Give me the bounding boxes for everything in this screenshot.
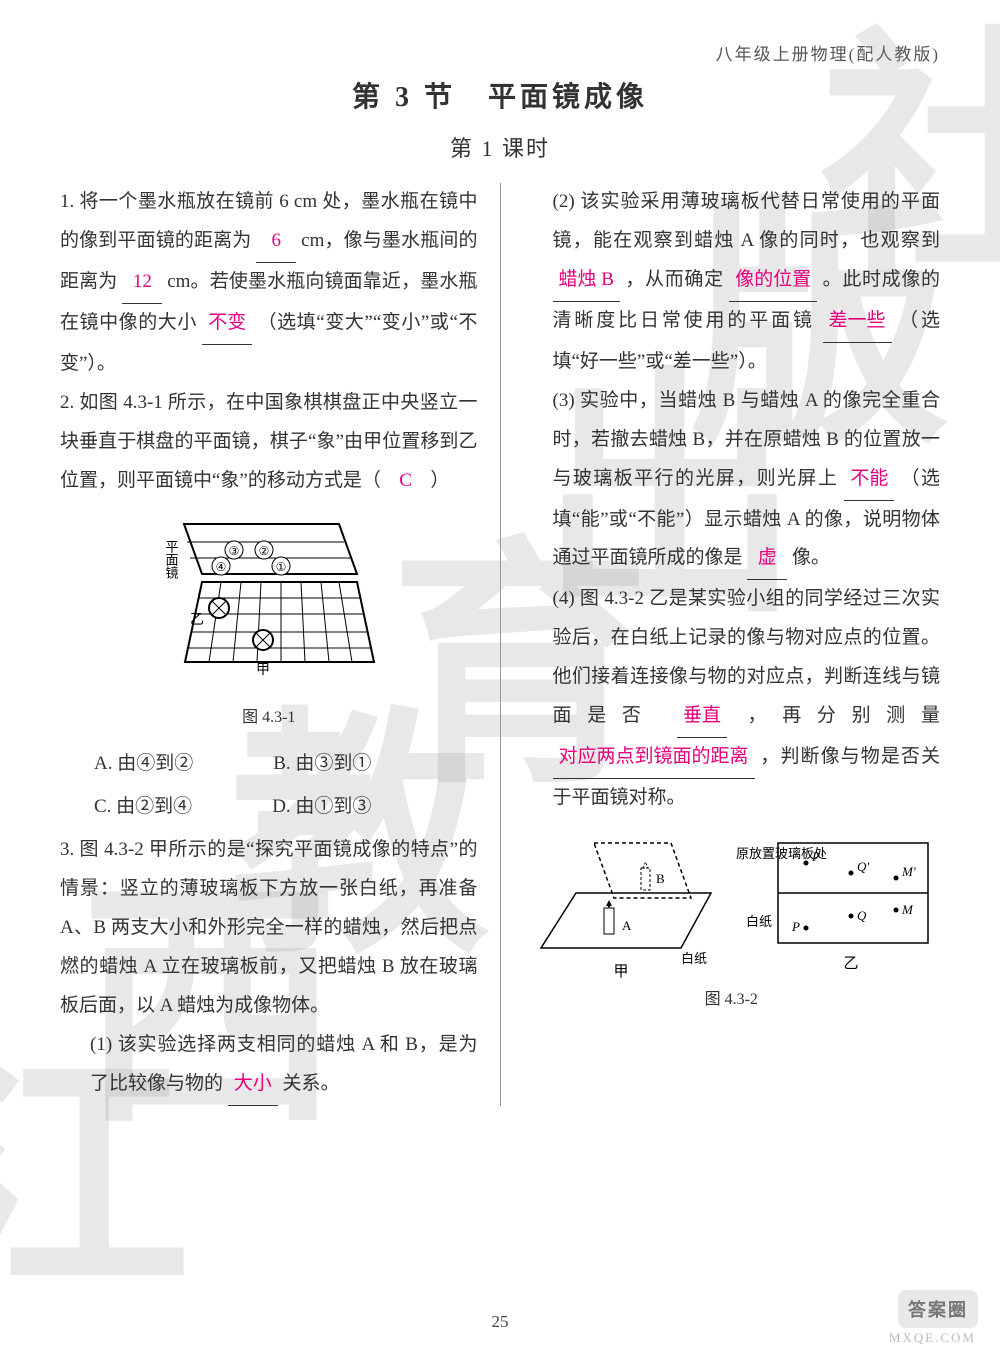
footer-url: MXQE.COM bbox=[889, 1330, 976, 1346]
q2-option-d: D. 由①到③ bbox=[272, 788, 371, 827]
svg-text:④: ④ bbox=[215, 560, 226, 574]
q3-2-text: (2) 该实验采用薄玻璃板代替日常使用的平面镜，能在观察到蜡烛 A 像的同时，也… bbox=[553, 191, 941, 251]
question-3-sub-3: (3) 实验中，当蜡烛 B 与蜡烛 A 的像完全重合时，若撤去蜡烛 B，并在原蜡… bbox=[523, 382, 941, 581]
svg-text:甲: 甲 bbox=[256, 663, 270, 678]
figure-4-3-1: 平面镜 ③ ② ④ ① bbox=[60, 512, 478, 697]
q3-3-answer-1: 不能 bbox=[844, 460, 894, 501]
svg-text:③: ③ bbox=[228, 544, 239, 558]
q3-2-answer-2: 像的位置 bbox=[729, 261, 817, 302]
svg-text:甲: 甲 bbox=[614, 964, 629, 978]
q2-option-c: C. 由②到④ bbox=[94, 788, 192, 827]
svg-text:①: ① bbox=[275, 560, 286, 574]
figure-4-3-1-caption: 图 4.3-1 bbox=[60, 702, 478, 735]
q2-choices-row-1: A. 由④到② B. 由③到① bbox=[60, 745, 478, 784]
svg-text:M: M bbox=[901, 902, 914, 917]
q3-2-answer-3: 差一些 bbox=[823, 302, 892, 343]
svg-text:平面镜: 平面镜 bbox=[163, 540, 178, 579]
q3-3-answer-2: 虚 bbox=[747, 539, 787, 580]
q3-2-text: ，从而确定 bbox=[625, 269, 723, 290]
chessboard-mirror-svg: 平面镜 ③ ② ④ ① bbox=[159, 512, 379, 682]
column-divider bbox=[500, 183, 501, 1106]
section-title: 第 3 节 平面镜成像 bbox=[60, 75, 940, 115]
svg-text:P: P bbox=[791, 919, 800, 934]
q2-choices-row-2: C. 由②到④ D. 由①到③ bbox=[60, 788, 478, 827]
svg-text:Q': Q' bbox=[857, 859, 869, 874]
q2-text: ） bbox=[430, 470, 449, 491]
svg-text:乙: 乙 bbox=[844, 956, 859, 972]
svg-text:原放置玻璃板处: 原放置玻璃板处 bbox=[736, 846, 827, 861]
q3-1-text: 关系。 bbox=[283, 1073, 340, 1094]
svg-text:M': M' bbox=[901, 864, 916, 879]
fig-4-3-2-jia-svg: 白纸 A B 甲 bbox=[526, 828, 716, 978]
footer-logo: 答案圈 bbox=[898, 1290, 978, 1328]
two-column-layout: 1. 将一个墨水瓶放在镜前 6 cm 处，墨水瓶在镜中的像到平面镜的距离为 6 … bbox=[60, 183, 940, 1106]
q3-3-text: 像。 bbox=[792, 547, 830, 568]
page-header: 八年级上册物理(配人教版) bbox=[60, 40, 940, 65]
question-2: 2. 如图 4.3-1 所示，在中国象棋棋盘正中央竖立一块垂直于棋盘的平面镜，棋… bbox=[60, 384, 478, 502]
svg-text:B: B bbox=[656, 871, 665, 886]
q1-answer-2: 12 bbox=[122, 263, 162, 304]
q3-4-answer-1: 垂直 bbox=[677, 697, 727, 738]
q3-4-text: ，再分别测量 bbox=[748, 705, 940, 726]
svg-text:Q: Q bbox=[857, 908, 867, 923]
svg-text:A: A bbox=[622, 918, 632, 933]
question-3-sub-1: (1) 该实验选择两支相同的蜡烛 A 和 B，是为了比较像与物的 大小 关系。 bbox=[60, 1026, 478, 1106]
q3-2-answer-1: 蜡烛 B bbox=[553, 261, 620, 302]
q2-answer: C bbox=[386, 462, 426, 502]
svg-text:乙: 乙 bbox=[190, 612, 204, 628]
q2-option-a: A. 由④到② bbox=[94, 745, 193, 784]
question-3-sub-2: (2) 该实验采用薄玻璃板代替日常使用的平面镜，能在观察到蜡烛 A 像的同时，也… bbox=[523, 183, 941, 382]
q3-4-answer-2: 对应两点到镜面的距离 bbox=[553, 738, 755, 779]
question-1: 1. 将一个墨水瓶放在镜前 6 cm 处，墨水瓶在镜中的像到平面镜的距离为 6 … bbox=[60, 183, 478, 384]
column-right: (2) 该实验采用薄玻璃板代替日常使用的平面镜，能在观察到蜡烛 A 像的同时，也… bbox=[523, 183, 941, 1106]
q1-answer-1: 6 bbox=[256, 222, 296, 263]
page-number: 25 bbox=[0, 1312, 1000, 1332]
figure-4-3-2-caption: 图 4.3-2 bbox=[523, 984, 941, 1017]
fig-4-3-2-yi-svg: P' Q' M' P Q M 原放置玻璃板处 白纸 乙 bbox=[736, 828, 936, 978]
q3-1-answer: 大小 bbox=[228, 1065, 278, 1106]
q2-option-b: B. 由③到① bbox=[273, 745, 371, 784]
column-left: 1. 将一个墨水瓶放在镜前 6 cm 处，墨水瓶在镜中的像到平面镜的距离为 6 … bbox=[60, 183, 478, 1106]
lesson-title: 第 1 课时 bbox=[60, 131, 940, 163]
figure-4-3-2: 白纸 A B 甲 P' Q' M' bbox=[523, 828, 941, 978]
svg-text:②: ② bbox=[258, 544, 269, 558]
svg-text:白纸: 白纸 bbox=[681, 951, 707, 966]
question-3-sub-4: (4) 图 4.3-2 乙是某实验小组的同学经过三次实验后，在白纸上记录的像与物… bbox=[523, 580, 941, 818]
question-3-intro: 3. 图 4.3-2 甲所示的是“探究平面镜成像的特点”的情景：竖立的薄玻璃板下… bbox=[60, 831, 478, 1026]
svg-text:白纸: 白纸 bbox=[746, 914, 772, 929]
q1-answer-3: 不变 bbox=[202, 304, 252, 345]
